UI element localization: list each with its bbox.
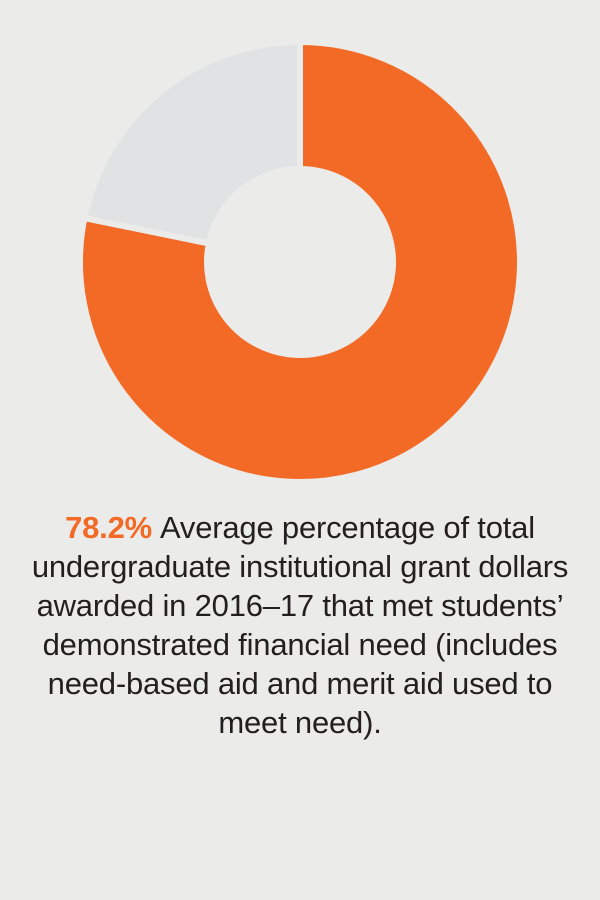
caption-block: 78.2% Average percentage of total undergr…	[20, 508, 580, 742]
donut-slice	[77, 38, 523, 485]
donut-chart	[77, 38, 523, 485]
donut-slice	[80, 38, 303, 247]
caption: Average percentage of total undergraduat…	[31, 510, 569, 740]
value-label: 78.2%	[65, 510, 152, 545]
